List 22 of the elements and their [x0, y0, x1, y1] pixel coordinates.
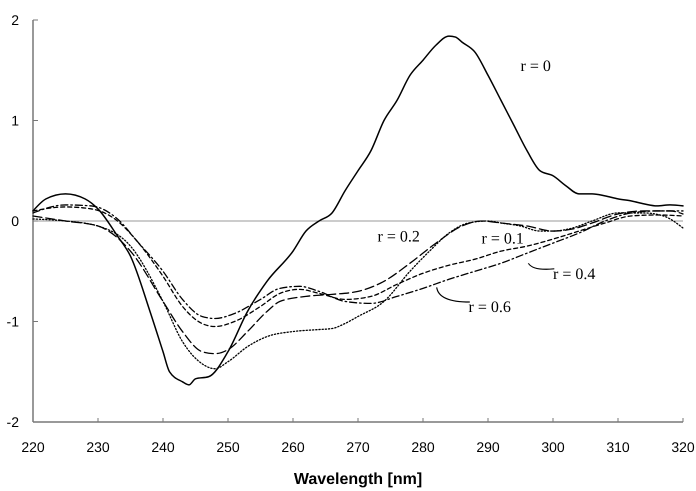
- x-tick-label: 310: [606, 439, 630, 455]
- x-tick-label: 250: [216, 439, 240, 455]
- series-label: r = 0.2: [378, 228, 420, 246]
- x-tick-label: 280: [411, 439, 435, 455]
- y-tick-label: 0: [11, 212, 20, 229]
- legend-label: r = 0.4: [553, 266, 596, 283]
- series-label: r = 0.1: [482, 230, 524, 248]
- legend-label: r = 0.6: [468, 299, 511, 316]
- x-tick-label: 230: [86, 439, 110, 455]
- x-tick-label: 320: [671, 439, 695, 455]
- x-axis-title: Wavelength [nm]: [294, 471, 422, 488]
- x-tick-label: 290: [476, 439, 500, 455]
- y-tick-label: 2: [11, 12, 20, 28]
- x-tick-label: 270: [346, 439, 370, 455]
- series-label: r = 0: [520, 58, 551, 75]
- x-tick-label: 240: [151, 439, 175, 455]
- y-tick-label: -1: [6, 313, 20, 330]
- x-tick-label: 220: [21, 439, 45, 455]
- x-tick-label: 260: [281, 439, 305, 455]
- x-tick-label: 300: [541, 439, 565, 455]
- y-tick-label: 1: [11, 112, 20, 128]
- y-tick-label: -2: [6, 414, 20, 430]
